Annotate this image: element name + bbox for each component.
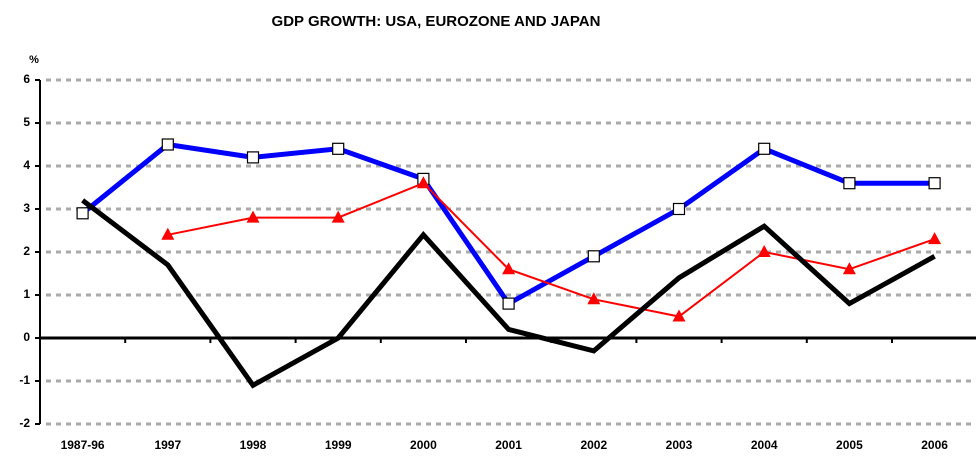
y-tick-label: 2	[23, 244, 30, 258]
marker	[161, 138, 174, 151]
y-tick-label: 3	[23, 201, 30, 215]
x-tick-label: 2006	[921, 438, 948, 452]
x-tick-label: 2002	[580, 438, 607, 452]
x-tick-label: 2005	[836, 438, 863, 452]
marker	[161, 227, 175, 240]
chart-title: GDP GROWTH: USA, EUROZONE AND JAPAN	[272, 13, 601, 30]
y-tick-label: 6	[23, 72, 30, 86]
y-tick-label: 0	[23, 330, 30, 344]
series-line	[81, 198, 936, 389]
x-tick-label: 1997	[154, 438, 181, 452]
marker	[502, 297, 515, 310]
x-tick-label: 2003	[666, 438, 693, 452]
marker	[757, 245, 771, 257]
x-tick-label: 1987-96	[61, 438, 105, 452]
marker	[76, 207, 89, 220]
marker	[416, 176, 430, 189]
y-tick-label: 4	[23, 158, 30, 172]
marker	[246, 151, 260, 164]
x-tick-label: 2000	[410, 438, 437, 452]
series-line	[81, 141, 935, 307]
marker	[758, 142, 771, 155]
marker	[842, 262, 856, 275]
x-tick-label: 1998	[240, 438, 267, 452]
marker	[928, 232, 942, 245]
x-tick-label: 1999	[325, 438, 352, 452]
marker	[246, 210, 260, 223]
marker	[843, 177, 856, 190]
marker	[502, 262, 516, 275]
x-tick-label: 2001	[495, 438, 522, 452]
series-line	[167, 182, 935, 318]
marker	[332, 142, 345, 155]
y-tick-label: -1	[19, 373, 30, 387]
marker	[587, 250, 600, 263]
y-tick-label: 5	[23, 115, 30, 129]
x-tick-label: 2004	[751, 438, 778, 452]
y-axis-label: %	[29, 54, 39, 66]
y-tick-label: 1	[23, 287, 30, 301]
marker	[331, 210, 345, 223]
marker	[928, 177, 941, 190]
y-tick-label: -2	[19, 416, 30, 430]
marker	[587, 292, 601, 305]
marker	[672, 202, 686, 216]
marker	[672, 309, 686, 322]
